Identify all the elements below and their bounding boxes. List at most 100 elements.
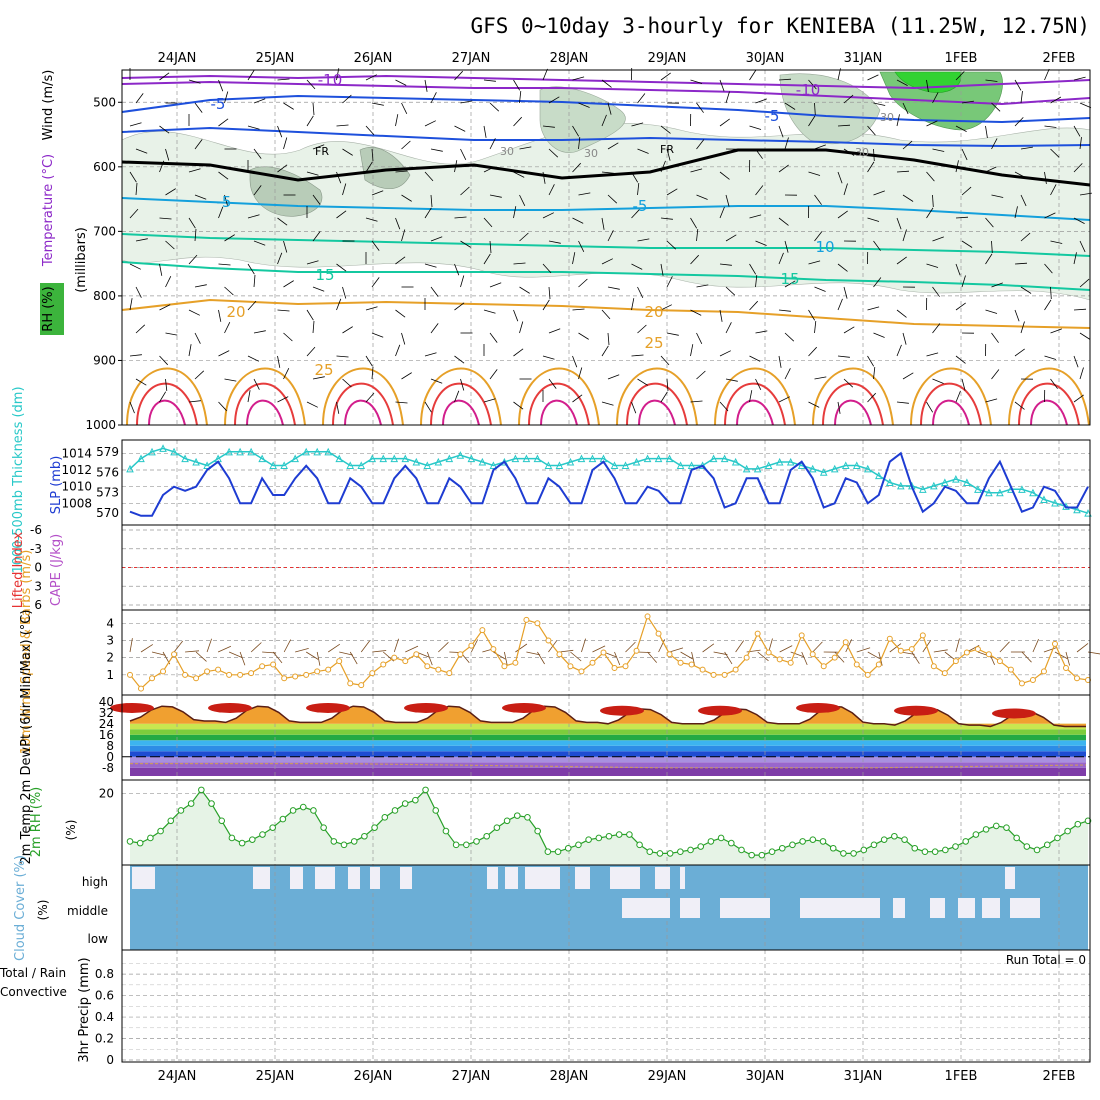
thickness-marker [258,454,266,463]
wind-barb [985,217,994,228]
wind-barb [1044,212,1056,219]
wind-barb [961,378,966,391]
rh2m-point [198,786,205,794]
rh2m-point [931,848,939,855]
wind10m-point [391,654,398,661]
temp-max-cap [306,702,350,713]
wind-barb [306,401,318,408]
wind10m-point [171,651,178,658]
wind10m-point [248,670,255,677]
wind-barb [1079,240,1086,253]
wind-barb [843,94,854,104]
wind-barb [926,207,934,219]
isotherm-35 [148,399,186,426]
thickness-marker [775,457,784,466]
wind-barb [306,115,314,127]
wind-barb [247,214,260,219]
wind-barb [489,138,496,150]
cloud-middle-block [982,898,1000,918]
wind-barb [755,148,763,159]
wind-barb [194,102,203,113]
wind10m-point [666,651,673,658]
rh2m-point [279,815,287,823]
wind-barb [253,274,256,288]
wind-barb [342,148,353,156]
wind-barb [489,332,498,343]
wind-barb [660,217,673,220]
axis-label-cloud: Cloud Cover (%) [13,855,28,961]
wind-barb [985,79,998,82]
wind-barb [342,286,347,299]
pressure-tick: 500 [93,95,116,109]
wind-barb [483,398,496,403]
wind-barb [188,217,196,229]
wind-barb [306,346,316,357]
wind10m-point [930,663,937,670]
wind-barb [1020,232,1031,242]
wind10m-point [127,671,133,678]
wind-barb [660,72,671,81]
wind-barb [784,102,796,110]
wind10m-point [688,661,695,668]
wind-barb [749,300,758,311]
pressure-tick: 700 [93,224,116,238]
wind-barb [401,140,411,150]
wind-barb [991,332,999,343]
wind-barb [489,194,502,198]
wind-barb [395,114,399,127]
wind-barb [1044,355,1057,360]
wind-barb [1014,262,1028,265]
wind-barb [690,168,703,173]
wind-barb [631,208,640,219]
wind-barb [483,79,496,82]
wind10m-line [129,615,1089,690]
wind-barb [224,322,231,334]
wind-barb [867,392,876,403]
wind-barb [843,183,848,196]
wind10m-point [1018,680,1025,687]
thickness-marker [302,447,310,456]
wind-barb [985,166,997,173]
wind-barb [135,324,146,334]
wind-barb [955,125,967,132]
rh2m-point [738,846,745,854]
wind-barb [194,332,201,344]
wind-barb [218,401,227,412]
contour-label: -5 [633,197,648,215]
wind-barb [342,378,352,388]
thickness-marker [159,444,167,452]
wind-barb [460,378,465,391]
rh2m-point [391,807,399,814]
wind-barb [926,79,929,92]
wind-barb [867,306,880,311]
wind-barb [961,186,972,196]
axis-label-rh2m-unit: (%) [64,820,78,841]
wind-barb [660,125,671,134]
wind-barb [808,171,821,176]
date-label-bottom: 27JAN [452,1069,491,1084]
temp-band [130,729,1086,735]
wind-barb [896,114,900,127]
wind10m-point [193,675,200,682]
cloud-level-label: low [88,932,109,946]
wind10m-point [259,663,266,670]
wind10m-point [743,654,750,661]
wind-barb-10m [515,643,528,653]
thickness-marker [291,454,299,463]
wind-barb-10m [372,650,387,653]
wind-barb [719,118,730,127]
wind10m-point [479,627,486,634]
wind-barb [873,102,886,106]
wind-barb [637,93,646,104]
wind-barb [961,240,973,248]
rh2m-point [1064,827,1071,835]
wind-barb [224,286,234,296]
date-label-bottom: 29JAN [648,1069,687,1084]
wind-barb [430,92,437,104]
cloud-middle-block [893,898,905,918]
contour-label: 30 [500,145,514,158]
wind-barb [696,102,704,113]
wind-barb [460,148,467,160]
rh2m-point [310,807,317,814]
thickness-marker [808,464,817,473]
